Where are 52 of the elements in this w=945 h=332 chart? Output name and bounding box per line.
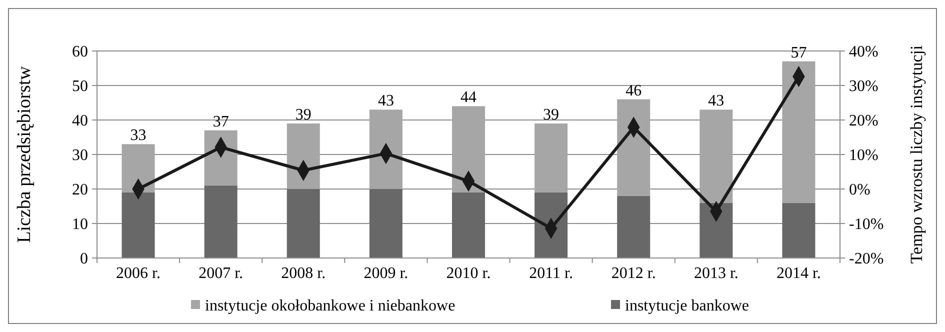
bar	[286, 189, 320, 258]
y-tick-label: 60	[72, 44, 88, 61]
bar	[452, 192, 486, 258]
bar	[286, 123, 320, 189]
total-label: 33	[130, 127, 146, 144]
bar	[369, 110, 402, 189]
bar	[782, 61, 816, 203]
x-tick-label: 2007 r.	[198, 265, 244, 282]
bar	[122, 144, 155, 192]
y-axis-title: Liczba przedsiębiorstw	[14, 66, 35, 243]
y-tick-label: 10	[72, 216, 88, 234]
bar	[534, 123, 568, 192]
y2-tick-label: 0%	[849, 182, 870, 199]
y-tick-label: 50	[72, 78, 88, 96]
x-tick-label: 2010 r.	[446, 265, 491, 282]
y-tick-label: 20	[72, 182, 88, 199]
x-tick-label: 2014 r.	[776, 265, 821, 282]
x-tick-label: 2013 r.	[694, 265, 738, 282]
total-label: 43	[708, 92, 724, 110]
x-tick-label: 2009 r.	[364, 265, 408, 282]
y2-tick-label: 10%	[849, 147, 878, 164]
legend-label: instytucje bankowe	[625, 298, 749, 315]
total-label: 39	[543, 106, 560, 124]
y-tick-label: 0	[80, 250, 88, 268]
bar	[369, 189, 402, 258]
bar	[617, 196, 650, 258]
y2-tick-label: 30%	[849, 78, 878, 96]
total-label: 46	[626, 82, 642, 100]
bar	[700, 202, 733, 258]
y2-tick-label: -20%	[849, 250, 884, 268]
bar	[452, 106, 486, 192]
total-label: 37	[212, 113, 229, 130]
x-tick-label: 2008 r.	[281, 265, 326, 282]
total-label: 57	[790, 44, 807, 62]
bar	[700, 110, 733, 203]
x-tick-label: 2011 r.	[529, 265, 573, 282]
y2-tick-label: 40%	[849, 44, 878, 61]
bar	[122, 192, 155, 258]
total-label: 44	[460, 89, 476, 106]
legend-label: instytucje okołobankowe i niebankowe	[205, 298, 456, 315]
y2-axis-title: Tempo wzrostu liczby instytucji	[907, 45, 926, 264]
bar	[782, 202, 816, 258]
total-label: 39	[295, 106, 312, 124]
bar	[617, 99, 650, 196]
bar	[204, 186, 238, 258]
y-tick-label: 30	[72, 147, 88, 164]
x-tick-label: 2012 r.	[611, 265, 656, 282]
y-tick-label: 40	[72, 112, 88, 130]
total-label: 43	[378, 92, 394, 110]
y2-tick-label: 20%	[849, 112, 878, 130]
y2-tick-label: -10%	[849, 216, 884, 234]
x-tick-label: 2006 r.	[116, 265, 161, 282]
